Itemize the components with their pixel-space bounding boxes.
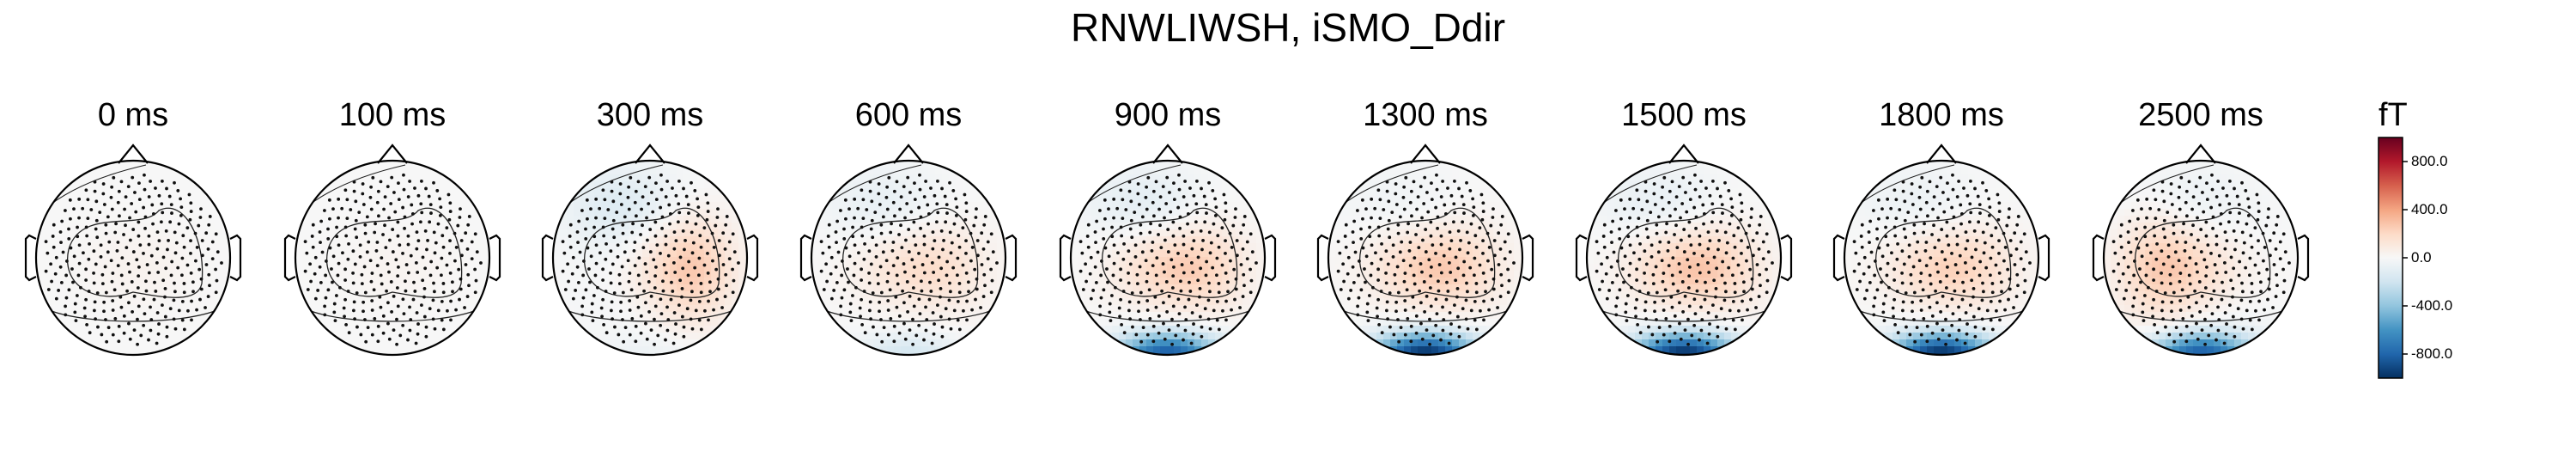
left-ear-1 xyxy=(283,234,296,282)
nose-1 xyxy=(377,143,408,164)
head-outline-2 xyxy=(551,159,749,357)
topomap-sensors-4 xyxy=(1078,173,1258,346)
colorbar-tick-label-1: 400.0 xyxy=(2411,201,2448,217)
topomap-title-5: 1300 ms xyxy=(1363,97,1488,133)
topomap-title-3: 600 ms xyxy=(854,97,963,133)
topomap-1 xyxy=(283,143,501,357)
topomap-sensors-5 xyxy=(1336,173,1516,346)
right-ear-0 xyxy=(229,234,242,282)
topomap-title-4: 900 ms xyxy=(1114,97,1222,133)
nose-2 xyxy=(635,143,665,164)
left-ear-7 xyxy=(1832,234,1845,282)
colorbar xyxy=(2378,137,2408,379)
colorbar-tick-label-4: -800.0 xyxy=(2411,345,2453,362)
topomap-3 xyxy=(799,143,1018,357)
right-ear-5 xyxy=(1522,234,1534,282)
left-ear-6 xyxy=(1575,234,1588,282)
topomap-title-6: 1500 ms xyxy=(1621,97,1747,133)
topomap-sensors-3 xyxy=(819,173,999,346)
head-outline-1 xyxy=(294,159,491,357)
left-ear-8 xyxy=(2092,234,2105,282)
topomap-8 xyxy=(2092,143,2310,357)
right-ear-2 xyxy=(746,234,759,282)
right-ear-3 xyxy=(1005,234,1018,282)
topomap-4 xyxy=(1059,143,1277,357)
topomap-sensors-1 xyxy=(303,173,483,346)
topomap-5 xyxy=(1316,143,1534,357)
nose-6 xyxy=(1668,143,1699,164)
topomap-6 xyxy=(1575,143,1793,357)
figure-title: RNWLIWSH, iSMO_Ddir xyxy=(1070,5,1506,50)
topomap-sensors-6 xyxy=(1595,173,1774,346)
right-ear-6 xyxy=(1780,234,1793,282)
topomap-sensors-2 xyxy=(561,173,740,346)
left-ear-5 xyxy=(1316,234,1329,282)
right-ear-4 xyxy=(1264,234,1277,282)
head-outline-7 xyxy=(1843,159,2040,357)
nose-3 xyxy=(893,143,924,164)
topomap-title-2: 300 ms xyxy=(596,97,704,133)
topomap-title-0: 0 ms xyxy=(97,97,169,133)
right-ear-8 xyxy=(2297,234,2310,282)
left-ear-0 xyxy=(24,234,37,282)
colorbar-tick-label-3: -400.0 xyxy=(2411,297,2453,314)
nose-5 xyxy=(1410,143,1441,164)
head-outline-3 xyxy=(810,159,1007,357)
left-ear-3 xyxy=(799,234,812,282)
right-ear-1 xyxy=(489,234,501,282)
colorbar-unit-label: fT xyxy=(2379,97,2408,133)
left-ear-2 xyxy=(541,234,554,282)
right-ear-7 xyxy=(2038,234,2050,282)
nose-0 xyxy=(118,143,149,164)
head-outline-6 xyxy=(1585,159,1783,357)
colorbar-tick-label-0: 800.0 xyxy=(2411,153,2448,169)
nose-8 xyxy=(2185,143,2216,164)
topomap-7 xyxy=(1832,143,2050,357)
head-outline-0 xyxy=(34,159,232,357)
topomap-title-7: 1800 ms xyxy=(1879,97,2004,133)
colorbar-tick-label-2: 0.0 xyxy=(2411,249,2432,266)
head-outline-5 xyxy=(1327,159,1524,357)
topomap-sensors-7 xyxy=(1852,173,2032,346)
nose-4 xyxy=(1152,143,1183,164)
head-outline-4 xyxy=(1069,159,1267,357)
colorbar-gradient xyxy=(2378,137,2403,379)
topomap-title-1: 100 ms xyxy=(338,97,447,133)
nose-7 xyxy=(1926,143,1957,164)
topomap-2 xyxy=(541,143,759,357)
topomap-sensors-8 xyxy=(2111,173,2291,346)
topomap-title-8: 2500 ms xyxy=(2138,97,2263,133)
topomap-sensors-0 xyxy=(44,173,223,346)
head-outline-8 xyxy=(2102,159,2300,357)
left-ear-4 xyxy=(1059,234,1072,282)
topomap-0 xyxy=(24,143,242,357)
